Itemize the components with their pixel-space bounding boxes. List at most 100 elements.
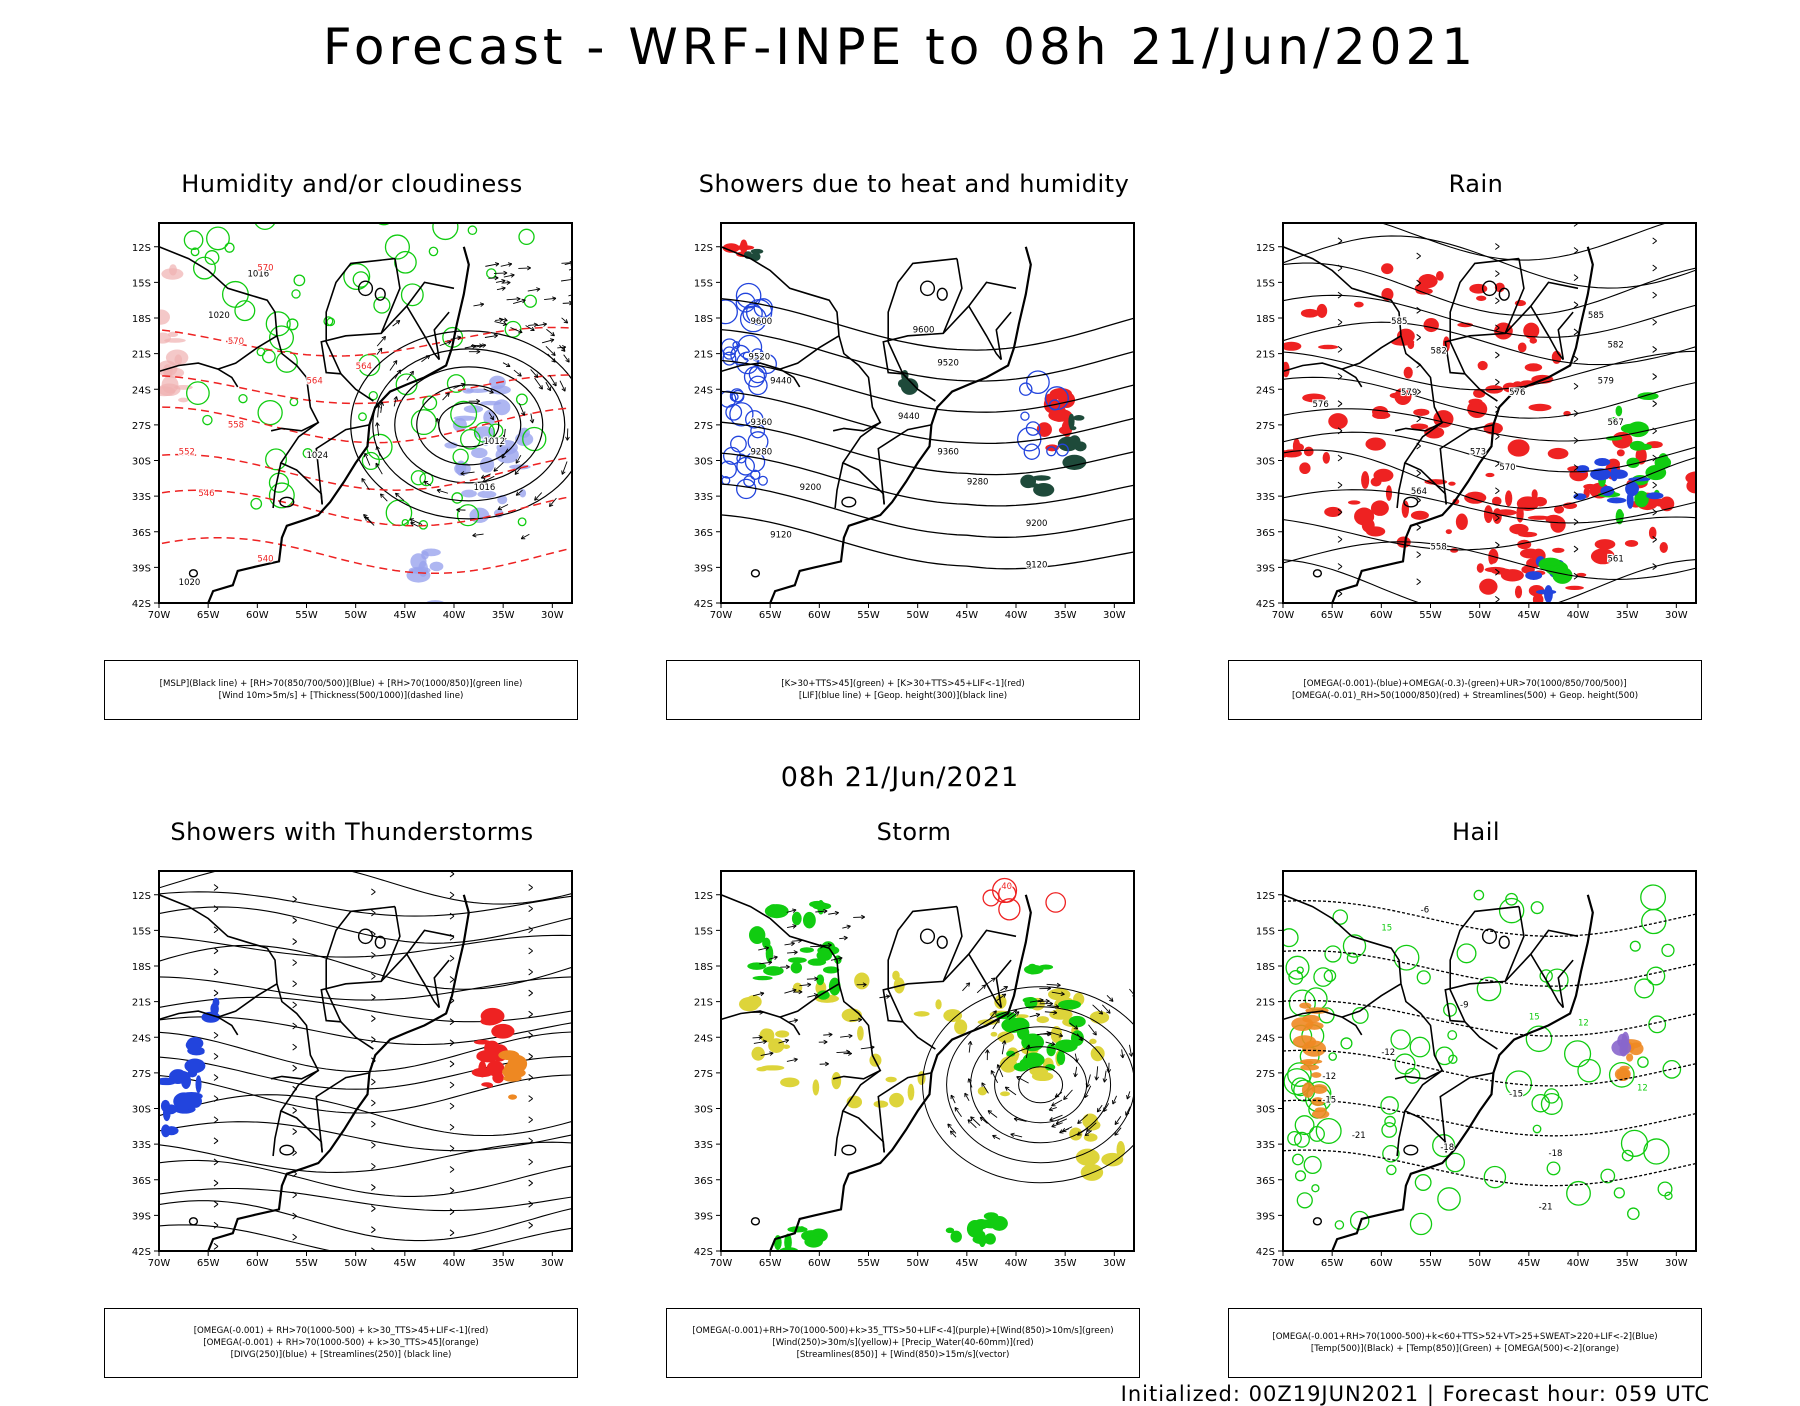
lat-label: 12S: [694, 891, 713, 902]
streamline-arrow: [1495, 488, 1499, 494]
streamline-arrow: [1574, 329, 1578, 335]
lat-label: 15S: [132, 278, 151, 289]
streamline-arrow: [450, 1124, 454, 1130]
jet-yellow-area: [889, 1093, 904, 1108]
lon-label: 60W: [246, 610, 269, 621]
contour-label: 585: [1391, 317, 1407, 327]
lake-outline: [1404, 1145, 1418, 1154]
panel-title: Hail: [1206, 818, 1746, 846]
lat-label: 27S: [1256, 421, 1275, 432]
contour-label: -18: [1440, 1143, 1454, 1153]
lon-label: 35W: [492, 610, 515, 621]
lat-label: 24S: [694, 385, 713, 396]
streamline-arrow: [1574, 519, 1578, 525]
streamline-arrow: [1417, 552, 1421, 558]
thickness-contour: [149, 328, 572, 357]
legend-line: [OMEGA(-0.001)-(blue)+OMEGA(-0.3)-(green…: [1303, 678, 1626, 690]
panel-legend: [OMEGA(-0.001)+RH>70(1000-500)+k>35_TTS>…: [666, 1308, 1140, 1378]
jet-yellow-area: [954, 1019, 967, 1034]
lake-outline: [1499, 936, 1509, 948]
border-line: [888, 907, 957, 1022]
shower-green-area: [1023, 483, 1040, 487]
streamline-arrow: [1653, 319, 1657, 325]
map-layer: 40: [721, 879, 1159, 1257]
lake-outline: [359, 929, 373, 943]
rh-blue-area: [480, 457, 494, 473]
jet-yellow-area: [1069, 1127, 1082, 1140]
omega-blue-area: [1607, 497, 1626, 503]
map-showers-heat: 9600952094409360928092009120960095209440…: [662, 206, 1182, 656]
rh-red-area: [178, 398, 189, 403]
temp850-contour: [1533, 1125, 1540, 1132]
rh-green-contour: [269, 473, 288, 492]
wind-green-area: [1055, 1039, 1078, 1052]
lat-label: 27S: [1256, 1069, 1275, 1080]
rh-blue-area: [421, 549, 441, 557]
thunderstorm-red-area: [476, 1050, 499, 1063]
omega-blue-area: [1600, 486, 1614, 496]
lake-outline: [842, 497, 856, 506]
lon-label: 60W: [1370, 1258, 1393, 1269]
omega-orange-area: [1302, 1040, 1326, 1056]
temp850-contour: [1325, 946, 1341, 962]
rh-blue-area: [430, 562, 444, 572]
contour-label: 582: [1608, 341, 1624, 351]
lat-label: 18S: [132, 962, 151, 973]
streamline-arrow: [450, 976, 454, 982]
jet-yellow-area: [914, 1011, 930, 1016]
rain-red-area: [1533, 593, 1544, 606]
geopotential-contour: [721, 515, 1134, 569]
omega-orange-area: [1299, 1002, 1311, 1008]
streamline-arrow: [293, 1044, 297, 1050]
panel-legend: [K>30+TTS>45](green) + [K>30+TTS>45+LIF<…: [666, 660, 1140, 720]
rh-green-contour: [223, 282, 249, 308]
wind-green-area: [967, 1220, 983, 1238]
rh-green-contour: [468, 226, 476, 234]
map-layer: 5855825795765735705675645615585855825795…: [1273, 210, 1711, 616]
jet-yellow-area: [1116, 1141, 1125, 1158]
rain-red-area: [1301, 309, 1319, 318]
lat-label: 12S: [132, 243, 151, 254]
rh-green-contour: [184, 231, 202, 249]
rain-red-area: [1354, 302, 1364, 308]
lon-label: 30W: [1103, 610, 1126, 621]
rain-red-area: [1649, 527, 1657, 539]
jet-yellow-area: [780, 1077, 799, 1087]
omega-blue-area: [1525, 571, 1542, 580]
contour-label: 1016: [474, 483, 496, 493]
contour-label: 570: [1499, 463, 1515, 473]
border-line: [943, 907, 962, 982]
rh-green-contour: [263, 350, 275, 362]
lon-label: 55W: [1419, 1258, 1442, 1269]
rh-green-contour: [411, 410, 436, 435]
lat-label: 30S: [1256, 457, 1275, 468]
rain-red-area: [1532, 489, 1538, 499]
temp850-contour: [1642, 909, 1666, 933]
border-line: [1342, 984, 1401, 1017]
temp850-contour: [1547, 1162, 1560, 1175]
streamline-arrow: [450, 1061, 454, 1067]
streamline-arrow: [214, 969, 218, 975]
streamline-arrow: [1338, 564, 1342, 570]
rain-red-area: [1505, 490, 1512, 506]
streamline-arrow: [371, 1142, 375, 1148]
temp850-contour: [1314, 968, 1332, 986]
lake-outline: [1499, 288, 1509, 300]
streamline-arrow: [529, 990, 533, 996]
lake-outline: [751, 570, 759, 577]
streamline-arrow: [450, 1166, 454, 1172]
streamline-arrow: [214, 1243, 218, 1249]
wind-green-area: [1057, 1051, 1066, 1065]
legend-line: [LIF](blue line) + [Geop. height(300)](b…: [799, 690, 1007, 702]
jet-yellow-area: [1091, 1046, 1105, 1061]
streamline-arrow: [1653, 482, 1657, 488]
divergence-blue-area: [195, 1075, 201, 1093]
lake-outline: [751, 1218, 759, 1225]
wind-vector: [518, 268, 530, 269]
lon-label: 35W: [1616, 1258, 1639, 1269]
lat-label: 12S: [132, 891, 151, 902]
streamline-arrow: [214, 1180, 218, 1186]
streamline-arrow: [1495, 243, 1499, 249]
